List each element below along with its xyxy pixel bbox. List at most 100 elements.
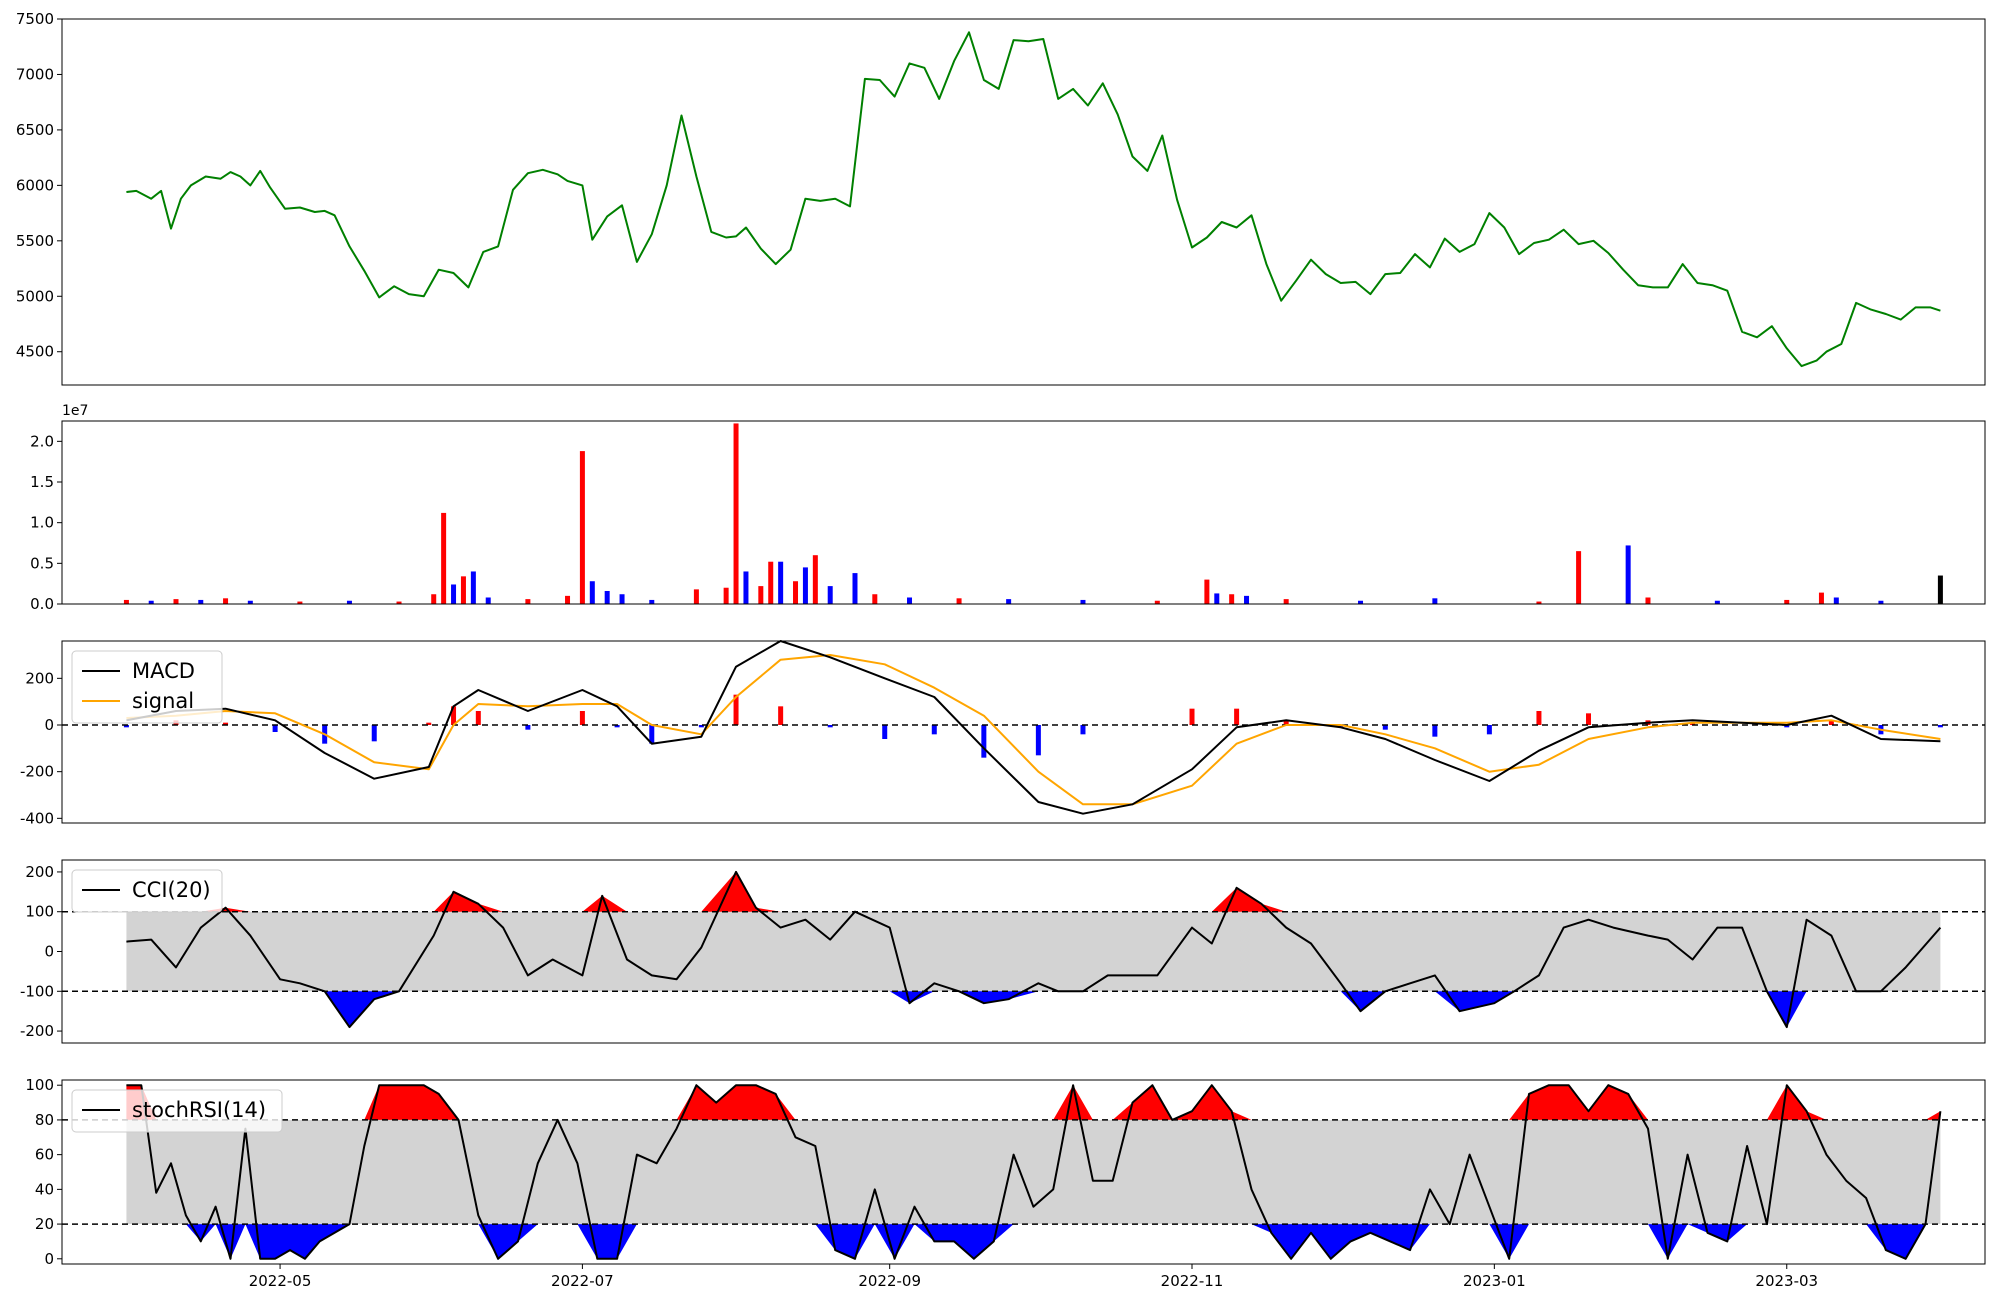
volume-bar: [441, 512, 447, 604]
volume-bar: [758, 586, 764, 604]
macd-hist-bar: [1432, 725, 1438, 737]
volume-bar: [1818, 592, 1824, 604]
volume-bar: [872, 594, 878, 604]
volume-bar: [431, 594, 437, 604]
volume-bar: [812, 555, 818, 604]
axes-frame-stochrsi: [61, 1079, 1986, 1265]
volume-bar: [1833, 597, 1839, 604]
macd-hist-bar: [451, 706, 457, 725]
y-tick-label: 0.5: [30, 554, 54, 572]
y-tick-label: 5000: [16, 287, 54, 305]
macd-hist-bar: [1784, 725, 1790, 728]
macd-hist-bar: [733, 694, 739, 725]
macd-hist-bar: [426, 722, 432, 725]
y-tick-label: -200: [20, 763, 54, 781]
price-line: [126, 31, 1941, 368]
volume-bar: [1154, 600, 1160, 604]
volume-bar: [1576, 551, 1582, 604]
oversold-fill: [126, 991, 1941, 1028]
macd-hist-bar: [1283, 720, 1289, 725]
cci-line: [126, 870, 1942, 1029]
x-tick-label: 2022-05: [249, 1272, 312, 1290]
volume-bar: [778, 561, 784, 604]
legend: CCI(20): [71, 869, 223, 913]
macd-hist-bar: [1035, 725, 1041, 756]
macd-hist-bar: [1382, 725, 1388, 730]
y-tick-label: 2.0: [30, 432, 54, 450]
legend-box: [71, 650, 223, 724]
macd-hist-bar: [223, 722, 229, 725]
volume-exponent-label: 1e7: [62, 403, 88, 419]
volume-bar: [793, 581, 799, 604]
volume-bar: [1625, 545, 1631, 604]
axes-frame-price: [61, 18, 1986, 386]
legend-entry: CCI(20): [132, 878, 211, 902]
axes-frame-volume: [61, 420, 1986, 605]
y-tick-label: 6000: [16, 176, 54, 194]
y-tick-label: 1.0: [30, 514, 54, 532]
y-tick-label: -400: [20, 809, 54, 827]
panel-volume: 1e7 0.0 0.5 1.0 1.5 2.0: [30, 403, 1986, 613]
band-fill: [126, 911, 1941, 992]
volume-bar: [470, 571, 476, 604]
macd-hist-bar: [1234, 708, 1240, 725]
overbought-fill: [126, 1085, 1941, 1120]
volume-bar: [1432, 598, 1438, 604]
macd-hist-bar: [475, 711, 481, 725]
volume-bar: [956, 598, 962, 604]
y-tick-label: 0.0: [30, 595, 54, 613]
volume-bar: [743, 571, 749, 604]
volume-bar: [485, 597, 491, 604]
volume-bar: [247, 600, 253, 604]
volume-bar: [1714, 600, 1720, 604]
volume-bar: [565, 595, 571, 604]
legend-entry: stochRSI(14): [132, 1098, 266, 1122]
volume-bar: [827, 586, 833, 604]
x-tick-label: 2022-11: [1161, 1272, 1224, 1290]
volume-bar: [733, 423, 739, 604]
panel-cci: CCI(20) -200 -100 0 100 200: [20, 859, 1986, 1044]
volume-bar: [1006, 599, 1012, 604]
y-tick-label: 80: [35, 1111, 54, 1129]
legend-box: [71, 869, 223, 913]
volume-bar: [802, 567, 808, 604]
volume-bar: [198, 599, 204, 604]
macd-hist-bar: [778, 706, 784, 725]
y-tick-label: 7000: [16, 65, 54, 83]
macd-hist-bar: [1080, 725, 1086, 735]
volume-bar: [619, 594, 625, 604]
volume-bar: [1229, 594, 1235, 604]
volume-bar: [346, 600, 352, 604]
y-tick-label: -200: [20, 1022, 54, 1040]
y-tick-label: 1.5: [30, 473, 54, 491]
macd-hist-bar: [614, 725, 620, 728]
volume-bar: [852, 573, 858, 604]
volume-bar: [907, 597, 913, 604]
macd-hist-bar: [827, 725, 833, 728]
volume-bar: [649, 599, 655, 604]
macd-hist-bar: [1690, 722, 1696, 725]
y-tick-label: 20: [35, 1215, 54, 1233]
y-tick-label: 200: [25, 863, 54, 881]
y-tick-label: 40: [35, 1180, 54, 1198]
y-tick-label: 4500: [16, 343, 54, 361]
y-tick-label: 100: [25, 1076, 54, 1094]
y-tick-label: 5500: [16, 232, 54, 250]
volume-bar: [1878, 600, 1884, 604]
volume-bar: [123, 599, 129, 604]
x-tick-label: 2023-03: [1755, 1272, 1818, 1290]
volume-bar: [1214, 593, 1220, 604]
macd-hist-bar: [525, 725, 531, 730]
volume-bar: [148, 600, 154, 604]
volume-bar: [1784, 599, 1790, 604]
volume-bar: [1536, 601, 1542, 604]
volume-bar: [1937, 575, 1943, 604]
macd-hist-bar: [981, 725, 987, 758]
axes-frame-macd: [61, 640, 1986, 824]
panel-macd: MACD signal -400 -200 0 200: [20, 640, 1986, 827]
macd-hist-bar: [1189, 708, 1195, 725]
signal-line: [126, 654, 1941, 806]
y-tick-label: 7500: [16, 10, 54, 28]
y-tick-label: 0: [44, 1250, 54, 1268]
